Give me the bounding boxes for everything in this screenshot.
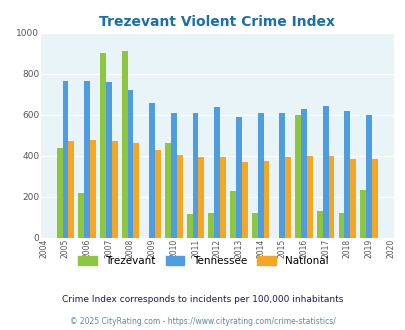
- Bar: [78, 193, 84, 238]
- Bar: [251, 213, 257, 238]
- Bar: [198, 157, 204, 238]
- Bar: [165, 144, 171, 238]
- Bar: [294, 115, 300, 238]
- Bar: [263, 161, 269, 238]
- Bar: [257, 113, 263, 238]
- Bar: [220, 157, 226, 238]
- Bar: [241, 162, 247, 238]
- Bar: [230, 190, 235, 238]
- Bar: [57, 148, 62, 238]
- Bar: [171, 113, 176, 238]
- Bar: [365, 115, 371, 238]
- Bar: [192, 113, 198, 238]
- Bar: [328, 156, 334, 238]
- Bar: [306, 156, 312, 238]
- Bar: [100, 53, 106, 238]
- Bar: [68, 142, 74, 238]
- Legend: Trezevant, Tennessee, National: Trezevant, Tennessee, National: [73, 252, 332, 270]
- Bar: [127, 90, 133, 238]
- Bar: [322, 106, 328, 238]
- Bar: [359, 189, 365, 238]
- Bar: [106, 82, 111, 238]
- Bar: [235, 117, 241, 238]
- Bar: [316, 211, 322, 238]
- Bar: [133, 144, 139, 238]
- Bar: [279, 113, 284, 238]
- Bar: [343, 111, 350, 238]
- Text: Crime Index corresponds to incidents per 100,000 inhabitants: Crime Index corresponds to incidents per…: [62, 295, 343, 304]
- Text: © 2025 CityRating.com - https://www.cityrating.com/crime-statistics/: © 2025 CityRating.com - https://www.city…: [70, 317, 335, 326]
- Bar: [176, 155, 182, 238]
- Bar: [300, 109, 306, 238]
- Bar: [284, 157, 290, 238]
- Bar: [208, 213, 214, 238]
- Bar: [371, 159, 377, 238]
- Bar: [214, 107, 220, 238]
- Bar: [111, 142, 117, 238]
- Bar: [155, 149, 160, 238]
- Bar: [350, 159, 355, 238]
- Bar: [186, 214, 192, 238]
- Bar: [338, 213, 343, 238]
- Bar: [84, 81, 90, 238]
- Bar: [62, 81, 68, 238]
- Title: Trezevant Violent Crime Index: Trezevant Violent Crime Index: [99, 15, 335, 29]
- Bar: [122, 51, 127, 238]
- Bar: [90, 141, 96, 238]
- Bar: [149, 103, 155, 238]
